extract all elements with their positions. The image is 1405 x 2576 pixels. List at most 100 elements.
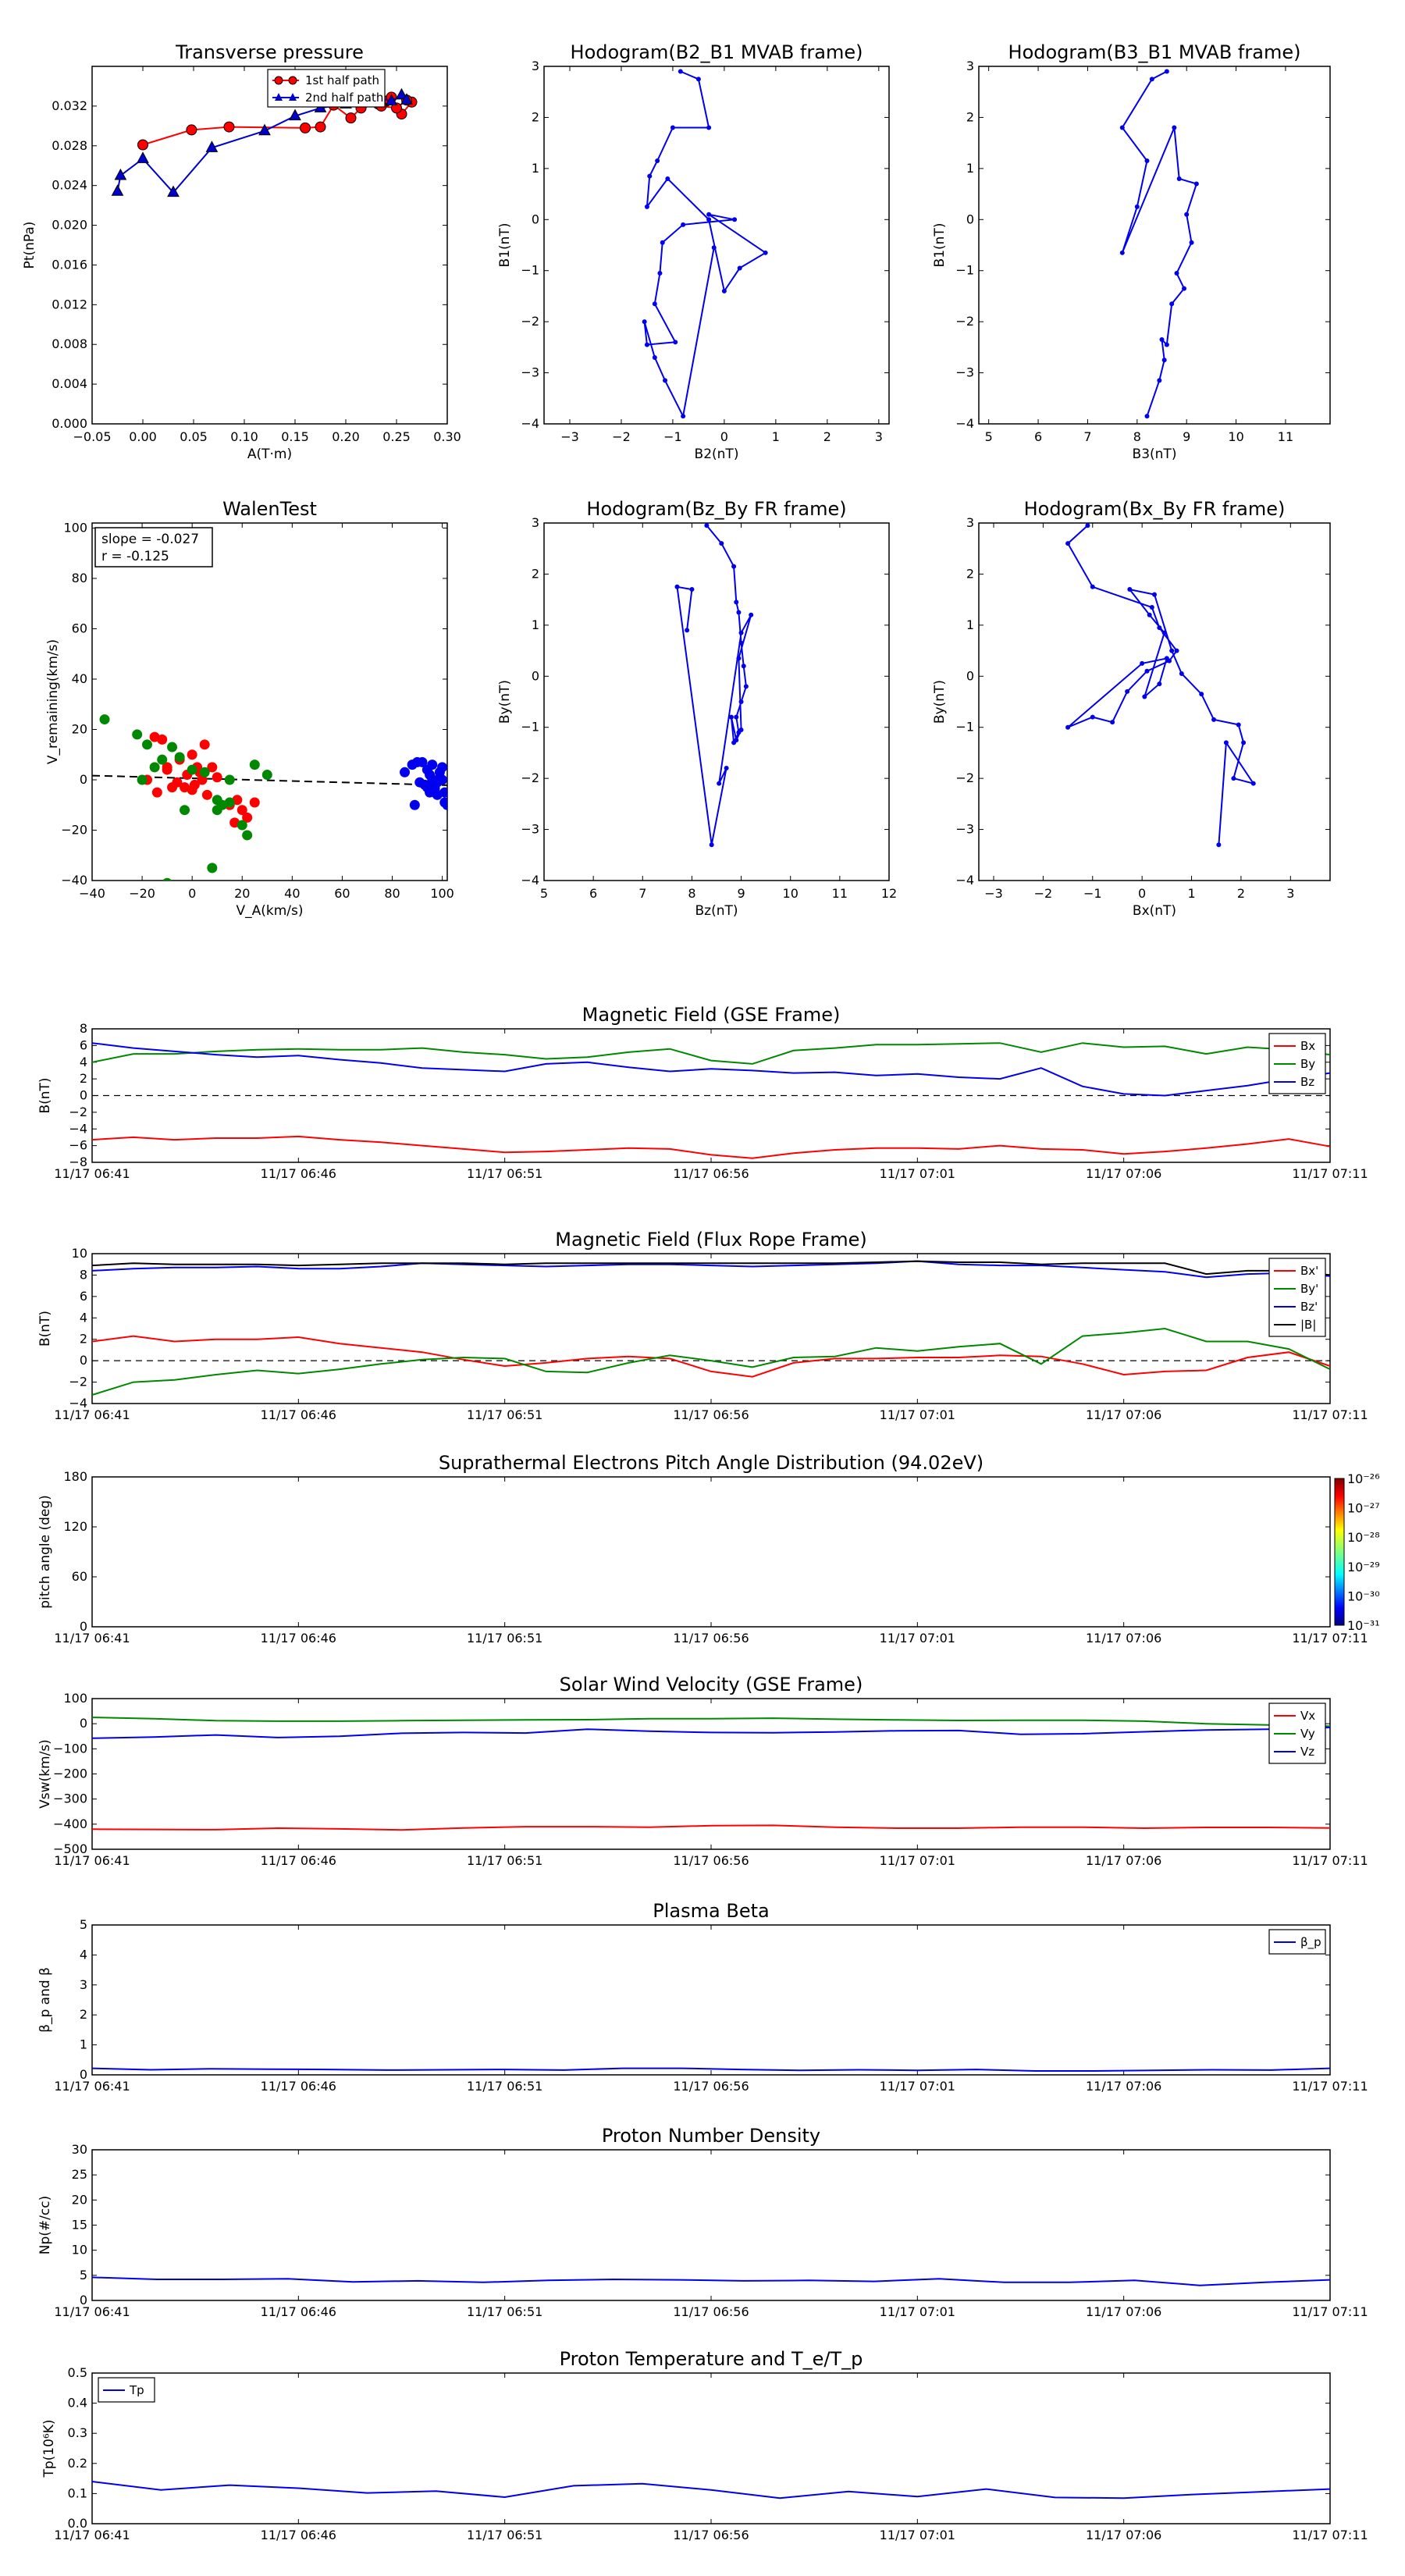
walen-point: [242, 830, 253, 841]
beta-x-tick-label: 11/17 06:56: [673, 2079, 749, 2094]
walen-point: [157, 734, 168, 745]
h4-x-tick-label: 3: [1286, 886, 1294, 901]
beta-x-tick-label: 11/17 06:41: [54, 2079, 130, 2094]
h1-point: [647, 173, 653, 179]
np-plot-frame: [91, 2149, 1331, 2301]
mag_fr-y-axis-label: B(nT): [37, 1311, 53, 1347]
h1-point: [721, 288, 727, 294]
walen-point: [132, 729, 143, 740]
np-y-tick-label: 10: [72, 2243, 87, 2258]
h4-y-axis-label: By(nT): [932, 680, 948, 724]
np-x-tick-label: 11/17 07:01: [880, 2304, 955, 2319]
h2-point: [1176, 176, 1182, 181]
h4-point: [1223, 740, 1229, 745]
np-x-tick-label: 11/17 06:41: [54, 2304, 130, 2319]
h3-point: [704, 523, 710, 528]
mag_fr-x-tick-label: 11/17 07:06: [1086, 1407, 1161, 1422]
vsw-y-tick-label: 100: [63, 1691, 87, 1706]
np-y-tick-label: 20: [72, 2192, 87, 2207]
np-x-tick-label: 11/17 07:06: [1086, 2304, 1161, 2319]
mag_gse-legend-label: Bx: [1300, 1039, 1315, 1053]
walen-point: [99, 714, 110, 725]
h2-point: [1164, 342, 1169, 347]
tp-x-tick-label: 0.25: [382, 429, 411, 444]
h4-point: [1144, 668, 1150, 674]
mag_gse-y-tick-label: 8: [80, 1021, 87, 1036]
walen-point: [167, 742, 178, 753]
walen-point: [187, 785, 197, 795]
tp-series-line: [116, 88, 407, 194]
h2-point: [1157, 378, 1162, 383]
h4-point: [1152, 592, 1157, 597]
h2-point: [1174, 270, 1179, 276]
walen-y-tick-label: 100: [63, 520, 87, 535]
walen-point: [432, 789, 443, 800]
tp_temp-legend-label: Tp: [129, 2383, 144, 2397]
h4-point: [1231, 776, 1236, 781]
mag_fr-series-line: [91, 1327, 1331, 1396]
vsw-y-tick-label: 0: [80, 1716, 87, 1731]
h4-point: [1149, 604, 1154, 610]
tp-point: [114, 168, 127, 180]
tp_temp-x-tick-label: 11/17 07:01: [880, 2528, 955, 2542]
beta-y-tick-label: 5: [80, 1917, 87, 1932]
h1-point: [732, 217, 738, 222]
h1-y-tick-label: 0: [532, 212, 539, 226]
tp-title: Transverse pressure: [175, 41, 364, 63]
tp-y-tick-label: 0.016: [52, 257, 87, 272]
vsw-y-axis-label: Vsw(km/s): [37, 1739, 53, 1809]
mag_gse-series-line: [91, 1135, 1331, 1159]
h2-y-tick-label: 1: [966, 161, 974, 176]
h3-point: [728, 714, 734, 720]
walen-point: [224, 797, 235, 808]
mag_fr-series-line: [91, 1335, 1331, 1378]
vsw-y-tick-label: −400: [53, 1816, 87, 1831]
h1-point: [763, 250, 768, 255]
h2-title: Hodogram(B3_B1 MVAB frame): [1008, 41, 1301, 63]
tp-point: [205, 141, 219, 152]
tp_temp-x-tick-label: 11/17 06:46: [261, 2528, 336, 2542]
tp-legend-label: 2nd half path: [305, 91, 383, 105]
h4-y-tick-label: −1: [955, 720, 974, 735]
walen-x-axis-label: V_A(km/s): [236, 903, 303, 919]
h2-x-axis-label: B3(nT): [1133, 447, 1177, 462]
tp-point: [289, 109, 301, 121]
walen-x-tick-label: 0: [188, 886, 196, 901]
h1-point: [695, 76, 701, 82]
h3-x-tick-label: 7: [638, 886, 646, 901]
mag_gse-y-tick-label: −6: [69, 1138, 87, 1153]
h3-point: [689, 587, 695, 592]
vsw-x-tick-label: 11/17 07:06: [1086, 1853, 1161, 1868]
h2-y-tick-label: −1: [955, 263, 974, 278]
h4-y-tick-label: −2: [955, 770, 974, 785]
h3-x-tick-label: 10: [783, 886, 799, 901]
beta-x-tick-label: 11/17 07:11: [1292, 2079, 1368, 2094]
tp-point: [391, 102, 402, 114]
h1-plot-frame: [543, 66, 890, 425]
h1-point: [706, 217, 712, 222]
mag_gse-series-line: [91, 1042, 1331, 1065]
h4-point: [1179, 671, 1184, 677]
beta-plot-frame: [91, 1924, 1331, 2076]
vsw-series-line: [91, 1727, 1331, 1739]
h3-title: Hodogram(Bz_By FR frame): [586, 498, 846, 520]
h3-plot-frame: [543, 522, 890, 881]
tp-y-tick-label: 0.028: [52, 138, 87, 153]
h4-title: Hodogram(Bx_By FR frame): [1024, 498, 1286, 520]
walen-title: WalenTest: [222, 498, 317, 520]
h4-x-tick-label: −2: [1034, 886, 1053, 901]
h4-point: [1211, 717, 1217, 722]
walen-point: [207, 762, 218, 773]
beta-x-tick-label: 11/17 06:51: [467, 2079, 542, 2094]
h4-point: [1169, 648, 1175, 653]
mag_gse-x-tick-label: 11/17 06:46: [261, 1166, 336, 1181]
beta-series-line: [91, 2067, 1331, 2072]
walen-point: [149, 762, 160, 773]
h4-point: [1065, 724, 1071, 730]
h2-series-line: [1121, 70, 1198, 417]
walen-point: [224, 774, 235, 785]
pad-x-tick-label: 11/17 06:56: [673, 1631, 749, 1646]
h2-y-tick-label: 3: [966, 59, 974, 73]
walen-point: [199, 739, 210, 750]
